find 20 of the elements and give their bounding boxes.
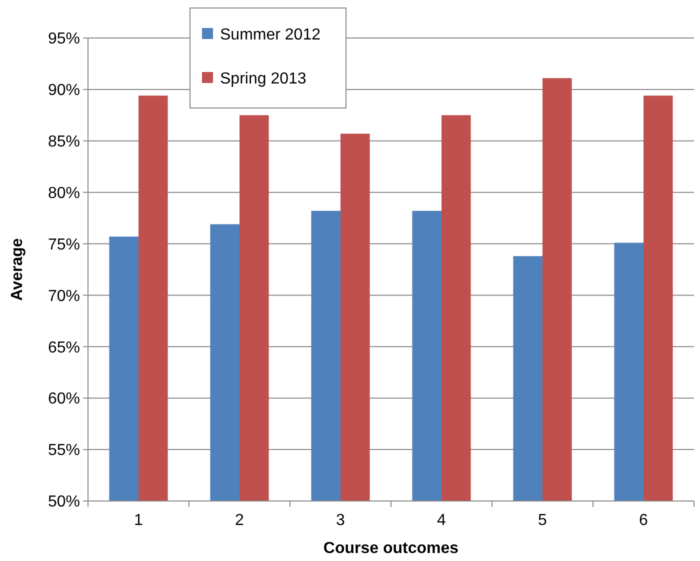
- x-tick-label: 1: [134, 512, 144, 529]
- y-tick-label: 55%: [48, 442, 80, 460]
- y-tick-label: 85%: [48, 133, 80, 150]
- legend-label: Summer 2012: [220, 26, 321, 44]
- legend-label: Spring 2013: [220, 70, 306, 88]
- y-tick-label: 80%: [48, 184, 80, 202]
- x-tick-label: 2: [235, 512, 244, 529]
- y-tick-label: 95%: [48, 30, 80, 48]
- x-tick-label: 4: [437, 512, 446, 529]
- x-tick-label: 5: [538, 512, 548, 529]
- x-axis-title: Course outcomes: [323, 540, 459, 557]
- y-tick-label: 90%: [48, 82, 80, 100]
- y-tick-label: 65%: [48, 339, 80, 356]
- y-tick-label: 70%: [48, 288, 80, 305]
- y-tick-label: 50%: [48, 494, 80, 511]
- y-axis-title: Average: [9, 238, 26, 301]
- x-tick-label: 3: [336, 512, 346, 529]
- y-tick-label: 60%: [48, 390, 80, 408]
- y-tick-label: 75%: [48, 236, 80, 254]
- x-tick-label: 6: [639, 512, 648, 529]
